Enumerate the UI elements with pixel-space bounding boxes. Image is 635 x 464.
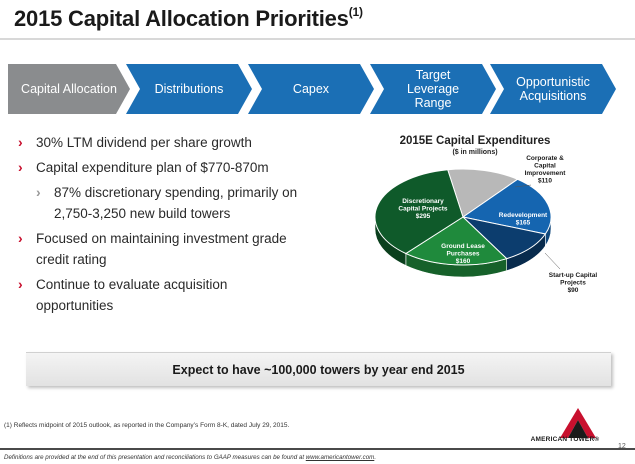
american-tower-logo-icon [560, 408, 596, 438]
bullet-item: › Continue to evaluate acquisition opportu… [18, 276, 228, 313]
slice-label-redevelopment: Redevelopment $165 [499, 212, 548, 227]
slice-label-ground-lease: Ground Lease Purchases $160 [441, 243, 485, 265]
page-number: 12 [618, 443, 626, 450]
bullet-chevron-icon: › [18, 230, 23, 246]
website-link[interactable]: www.americantower.com [305, 454, 375, 461]
footnote: (1) Reflects midpoint of 2015 outlook, a… [4, 422, 290, 429]
slice-label-corporate: Corporate & Capital Improvement $110 [525, 155, 567, 185]
bullet-item: › Capital expenditure plan of $770-870m [16, 157, 316, 178]
bullet-list: › 30% LTM dividend per share growth › Capi… [16, 132, 316, 320]
bullet-chevron-icon: › [18, 276, 23, 292]
capital-allocation-process: Capital Allocation Distributions Capex T… [0, 64, 635, 114]
chart-title: 2015E Capital Expenditures [399, 135, 551, 147]
pie-slice [461, 178, 552, 235]
sub-bullet-chevron-icon: › [36, 184, 41, 200]
process-step-distributions: Distributions [126, 64, 252, 114]
page-title: 2015 Capital Allocation Priorities(1) [14, 4, 363, 31]
title-divider [0, 38, 635, 40]
chart-subtitle: ($ in millions) [452, 149, 498, 156]
towers-callout: Expect to have ~100,000 towers by year e… [26, 352, 611, 386]
logo-text: AMERICAN TOWER® [530, 436, 600, 443]
slice-label-discretionary: Discretionary Capital Projects $295 [398, 198, 448, 220]
process-step-target-leverage-range: Target Leverage Range [370, 64, 496, 114]
pie-slice [374, 169, 464, 255]
bullet-item: › 30% LTM dividend per share growth [16, 132, 316, 153]
definitions-note: Definitions are provided at the end of t… [4, 454, 377, 461]
sub-bullet-item: › 87% discretionary spending, primarily o… [36, 184, 298, 221]
registered-mark: ® [594, 436, 600, 443]
footer-divider [0, 448, 635, 450]
process-step-capex: Capex [248, 64, 374, 114]
process-step-capital-allocation: Capital Allocation [8, 64, 130, 114]
pie-slice [447, 168, 519, 218]
leader-line [514, 184, 532, 188]
title-footnote-marker: (1) [348, 4, 363, 19]
slice-label-startup: Start-up Capital Projects $90 [549, 272, 598, 294]
bullet-chevron-icon: › [18, 159, 23, 175]
bullet-item: › Focused on maintaining investment grade… [18, 230, 287, 267]
capex-pie-chart: Corporate & Capital Improvement $110 Redevel… [374, 155, 598, 294]
process-step-opportunistic-acquisitions: Opportunistic Acquisitions [490, 64, 616, 114]
bullet-chevron-icon: › [18, 134, 23, 150]
pie-slice [404, 216, 508, 266]
leader-line [544, 252, 561, 270]
